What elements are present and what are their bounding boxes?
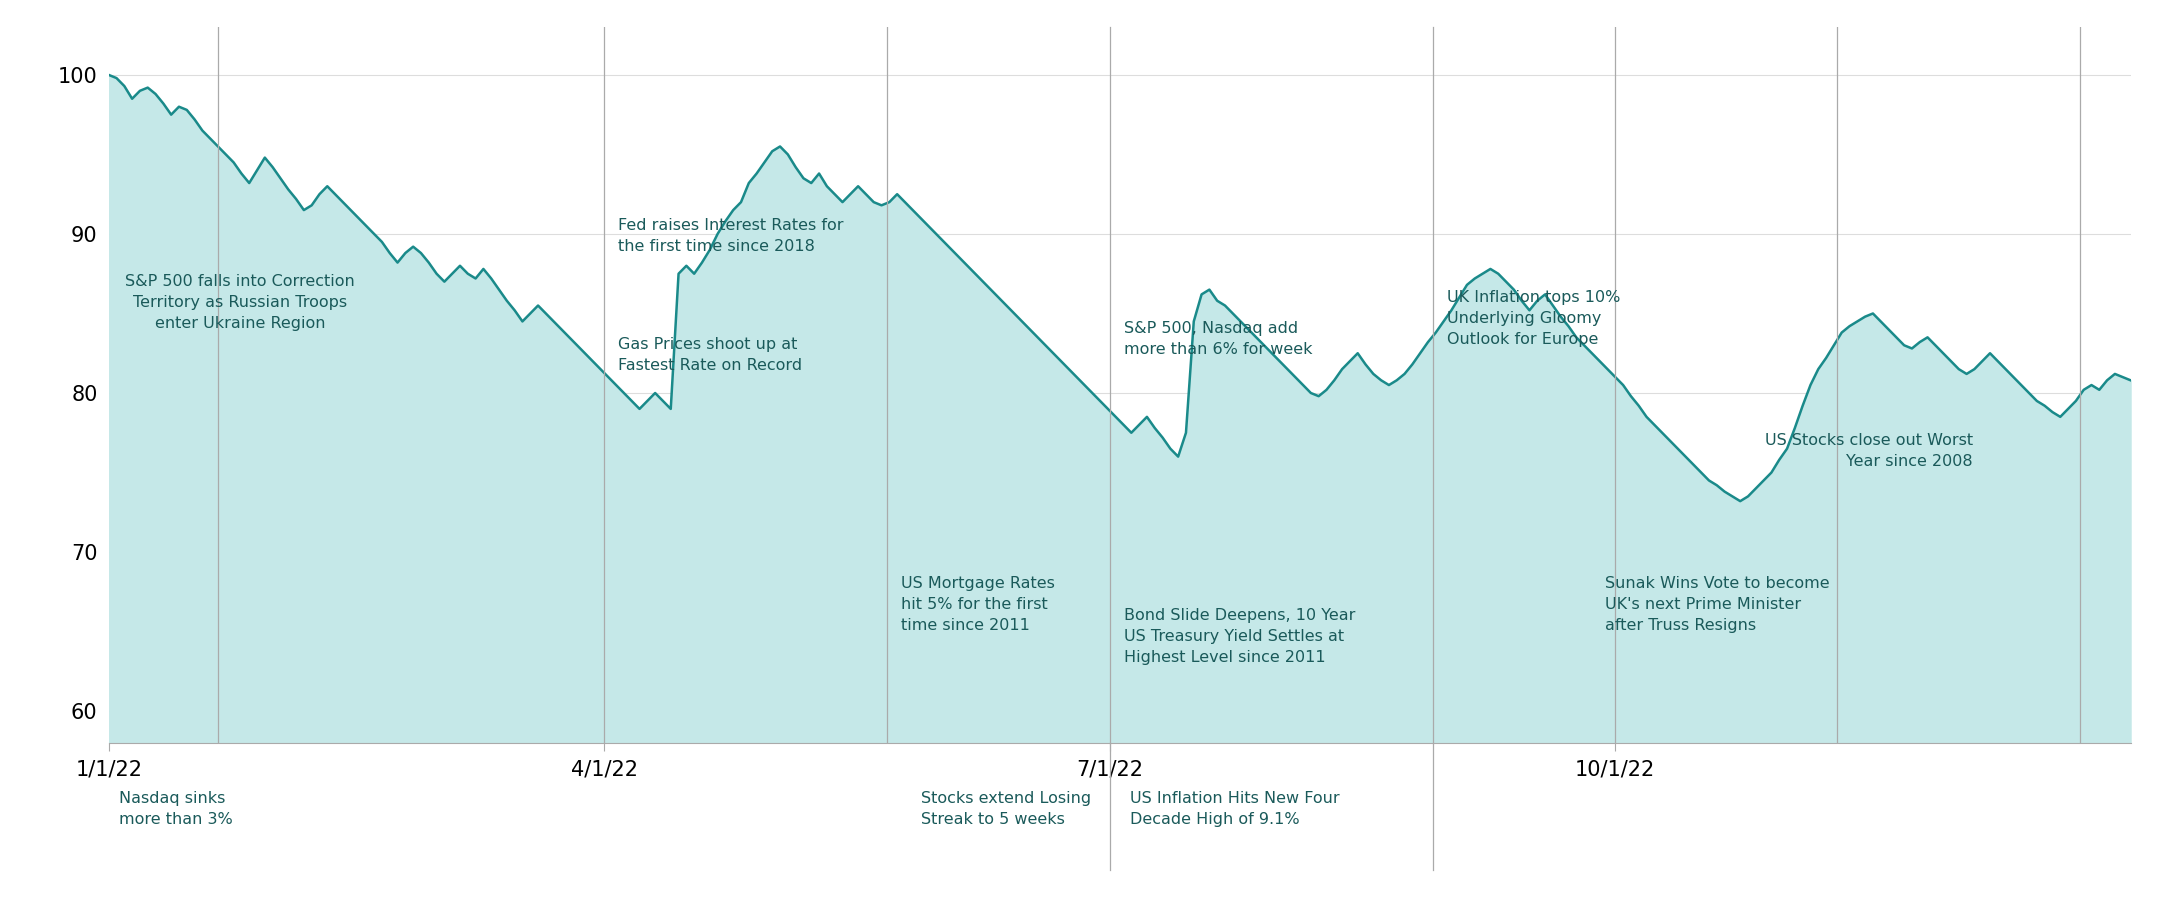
Text: Stocks extend Losing
Streak to 5 weeks: Stocks extend Losing Streak to 5 weeks xyxy=(922,791,1091,826)
Text: Sunak Wins Vote to become
UK's next Prime Minister
after Truss Resigns: Sunak Wins Vote to become UK's next Prim… xyxy=(1604,576,1831,633)
Text: S&P 500 falls into Correction
Territory as Russian Troops
enter Ukraine Region: S&P 500 falls into Correction Territory … xyxy=(126,274,354,331)
Text: Nasdaq sinks
more than 3%: Nasdaq sinks more than 3% xyxy=(120,791,233,826)
Text: US Stocks close out Worst
Year since 2008: US Stocks close out Worst Year since 200… xyxy=(1765,433,1972,468)
Text: US Mortgage Rates
hit 5% for the first
time since 2011: US Mortgage Rates hit 5% for the first t… xyxy=(902,576,1054,633)
Text: UK Inflation tops 10%
Underlying Gloomy
Outlook for Europe: UK Inflation tops 10% Underlying Gloomy … xyxy=(1448,290,1620,347)
Text: US Inflation Hits New Four
Decade High of 9.1%: US Inflation Hits New Four Decade High o… xyxy=(1130,791,1339,826)
Text: Gas Prices shoot up at
Fastest Rate on Record: Gas Prices shoot up at Fastest Rate on R… xyxy=(617,337,802,373)
Text: S&P 500, Nasdaq add
more than 6% for week: S&P 500, Nasdaq add more than 6% for wee… xyxy=(1124,322,1313,358)
Text: Bond Slide Deepens, 10 Year
US Treasury Yield Settles at
Highest Level since 201: Bond Slide Deepens, 10 Year US Treasury … xyxy=(1124,608,1354,665)
Text: Fed raises Interest Rates for
the first time since 2018: Fed raises Interest Rates for the first … xyxy=(617,218,844,254)
